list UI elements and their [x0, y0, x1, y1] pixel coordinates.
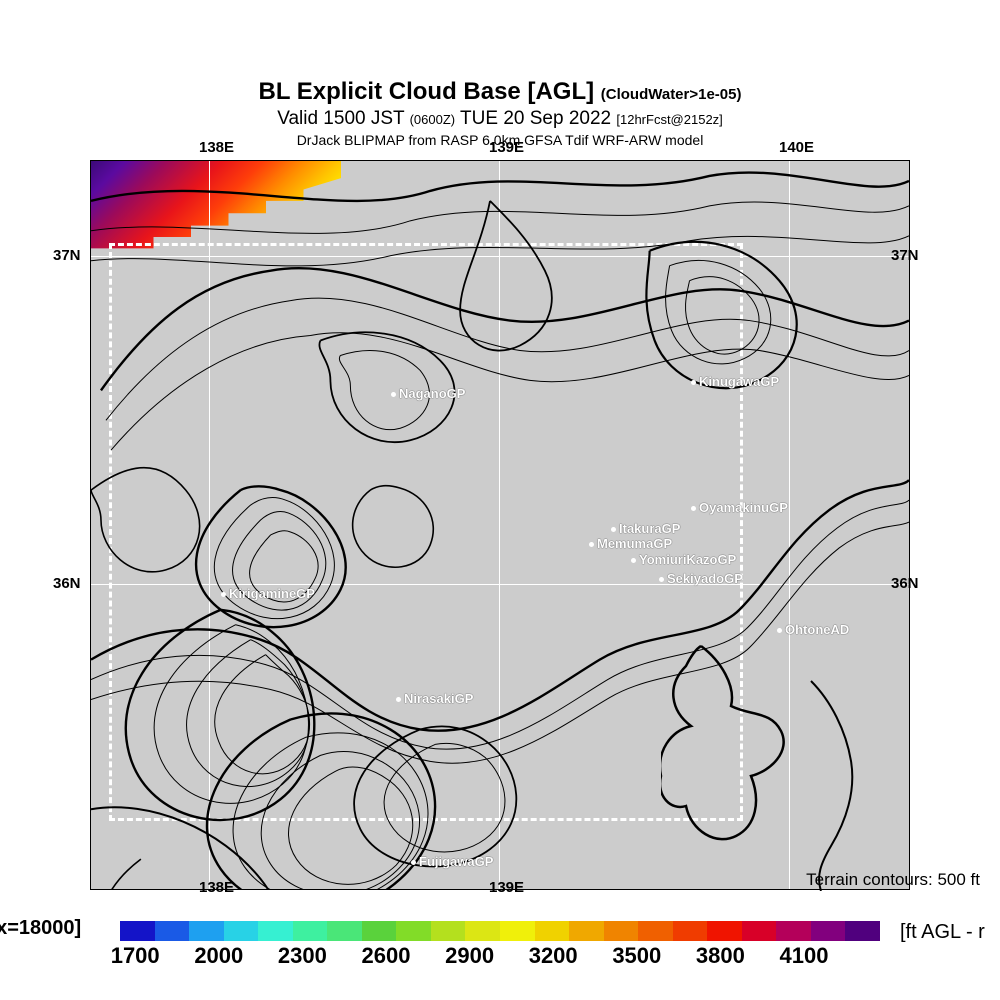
city-marker-dot-itakuragp	[611, 527, 616, 532]
lat-label-left-37n: 37N	[53, 247, 81, 264]
city-marker-dot-kinugawagp	[691, 380, 696, 385]
city-marker-dot-sekiyadogp	[659, 577, 664, 582]
city-name-text-kirigaminegp: KirigamineGP	[229, 586, 315, 601]
title-sub-text: (CloudWater>1e-05)	[601, 86, 742, 103]
city-name-text-itakuragp: ItakuraGP	[619, 521, 680, 536]
colorbar-segment-8[interactable]	[396, 921, 431, 941]
colorbar-tick-4100: 4100	[780, 943, 829, 969]
colorbar-tick-1700: 1700	[111, 943, 160, 969]
city-label-kirigaminegp[interactable]: KirigamineGP	[221, 586, 315, 601]
city-marker-dot-ohtonead	[777, 628, 782, 633]
city-name-text-kinugawagp: KinugawaGP	[699, 374, 779, 389]
lat-label-right-36n: 36N	[891, 575, 919, 592]
title-zulu-text: (0600Z)	[410, 112, 456, 127]
colorbar-unit-label: [ft AGL - r	[900, 921, 985, 944]
title-main-text: BL Explicit Cloud Base [AGL]	[259, 78, 595, 105]
colorbar-tick-3500: 3500	[612, 943, 661, 969]
colorbar-tick-3200: 3200	[529, 943, 578, 969]
city-label-naganogp[interactable]: NaganoGP	[391, 386, 465, 401]
colorbar-segment-6[interactable]	[327, 921, 362, 941]
colorbar-tick-2000: 2000	[194, 943, 243, 969]
lat-label-left-36n: 36N	[53, 575, 81, 592]
city-label-ohtonead[interactable]: OhtoneAD	[777, 622, 849, 637]
colorbar-segment-5[interactable]	[293, 921, 328, 941]
colorbar-tick-2600: 2600	[362, 943, 411, 969]
city-name-text-ohtonead: OhtoneAD	[785, 622, 849, 637]
colorbar-segment-1[interactable]	[155, 921, 190, 941]
colorbar-ticklabels: 1700 2000 2300 2600 2900 3200 3500 3800 4100	[120, 943, 880, 983]
city-label-memumagp[interactable]: MemumaGP	[589, 536, 672, 551]
colorbar-segment-15[interactable]	[638, 921, 673, 941]
city-marker-dot-kirigaminegp	[221, 592, 226, 597]
colorbar-segment-19[interactable]	[776, 921, 811, 941]
city-label-sekiyadogp[interactable]: SekiyadoGP	[659, 571, 743, 586]
colorbar-segment-0[interactable]	[120, 921, 155, 941]
colorbar-max-label: ax=18000]	[0, 917, 81, 940]
colorbar-tick-2300: 2300	[278, 943, 327, 969]
title-line1: BL Explicit Cloud Base [AGL] (CloudWater…	[0, 78, 1000, 106]
colorbar-tick-3800: 3800	[696, 943, 745, 969]
city-marker-dot-memumagp	[589, 542, 594, 547]
lon-label-top-139e: 139E	[489, 139, 524, 156]
city-marker-dot-nirasakigp	[396, 697, 401, 702]
colorbar-segment-17[interactable]	[707, 921, 742, 941]
colorbar-segment-3[interactable]	[224, 921, 259, 941]
colorbar-segment-14[interactable]	[604, 921, 639, 941]
city-marker-dot-oyamakinugp	[691, 506, 696, 511]
terrain-contour-note: Terrain contours: 500 ft	[806, 870, 980, 890]
title-block: BL Explicit Cloud Base [AGL] (CloudWater…	[0, 78, 1000, 148]
lon-label-top-140e: 140E	[779, 139, 814, 156]
coastline-shape	[661, 641, 921, 891]
title-date-text: TUE 20 Sep 2022	[460, 108, 611, 129]
city-marker-dot-fujigawagp	[411, 860, 416, 865]
title-valid-text: Valid 1500 JST	[277, 108, 404, 129]
colorbar-segment-16[interactable]	[673, 921, 708, 941]
city-name-text-yomiurikazogp: YomiuriKazoGP	[639, 552, 736, 567]
city-label-fujigawagp[interactable]: FujigawaGP	[411, 854, 493, 869]
colorbar-segment-20[interactable]	[811, 921, 846, 941]
city-label-oyamakinugp[interactable]: OyamakinuGP	[691, 500, 788, 515]
lat-label-right-37n: 37N	[891, 247, 919, 264]
city-marker-dot-yomiurikazogp	[631, 558, 636, 563]
map-frame[interactable]: 138E 139E 140E 37N 36N 37N 36N 138E 139E…	[90, 160, 910, 890]
colorbar-segment-21[interactable]	[845, 921, 880, 941]
city-name-text-sekiyadogp: SekiyadoGP	[667, 571, 743, 586]
lon-label-top-138e: 138E	[199, 139, 234, 156]
title-fcst-text: [12hrFcst@2152z]	[616, 112, 722, 127]
city-label-nirasakigp[interactable]: NirasakiGP	[396, 691, 473, 706]
colorbar-section: ax=18000] 1700 2000 2300 2600 2900 3200 3500 38…	[0, 915, 1000, 990]
city-marker-dot-naganogp	[391, 392, 396, 397]
title-line2: Valid 1500 JST (0600Z) TUE 20 Sep 2022 […	[0, 108, 1000, 130]
colorbar-segment-7[interactable]	[362, 921, 397, 941]
colorbar-tick-2900: 2900	[445, 943, 494, 969]
colorbar-gradient[interactable]	[120, 921, 880, 941]
city-name-text-naganogp: NaganoGP	[399, 386, 465, 401]
city-name-text-oyamakinugp: OyamakinuGP	[699, 500, 788, 515]
city-name-text-nirasakigp: NirasakiGP	[404, 691, 473, 706]
city-label-kinugawagp[interactable]: KinugawaGP	[691, 374, 779, 389]
city-name-text-memumagp: MemumaGP	[597, 536, 672, 551]
colorbar-segment-4[interactable]	[258, 921, 293, 941]
colorbar-segment-9[interactable]	[431, 921, 466, 941]
colorbar-segment-11[interactable]	[500, 921, 535, 941]
city-label-yomiurikazogp[interactable]: YomiuriKazoGP	[631, 552, 736, 567]
city-label-itakuragp[interactable]: ItakuraGP	[611, 521, 680, 536]
city-name-text-fujigawagp: FujigawaGP	[419, 854, 493, 869]
colorbar-segment-12[interactable]	[535, 921, 570, 941]
colorbar-segment-13[interactable]	[569, 921, 604, 941]
colorbar-segment-18[interactable]	[742, 921, 777, 941]
colorbar-segment-10[interactable]	[465, 921, 500, 941]
colorbar-segment-2[interactable]	[189, 921, 224, 941]
